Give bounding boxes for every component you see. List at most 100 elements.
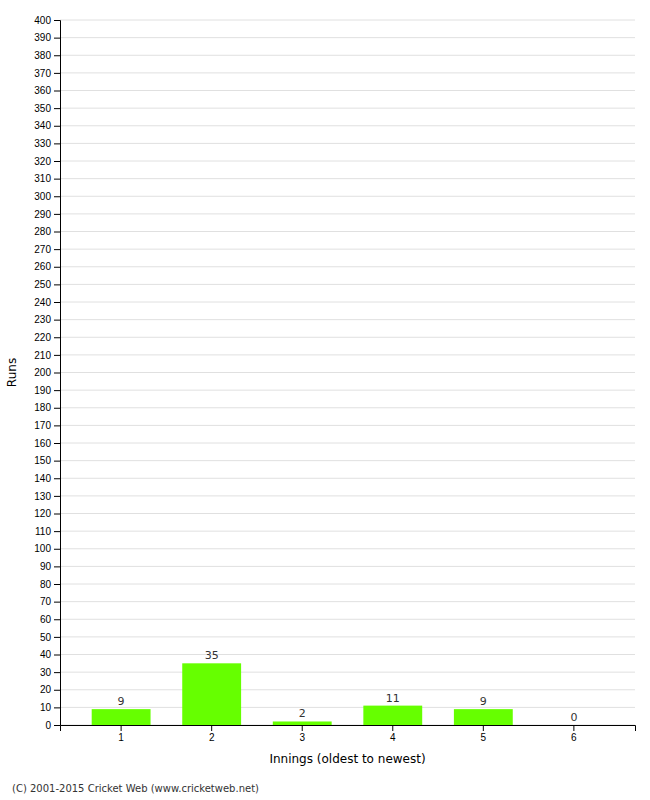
grid-line [60,231,635,232]
y-axis-line [54,21,61,726]
y-tick: 320 [34,156,60,167]
plot-area [92,663,513,725]
y-tick-label: 110 [35,526,51,537]
x-tick: 2 [209,725,215,743]
grid-line [60,495,635,496]
grid-line [60,337,635,338]
y-tick-mark [54,672,60,673]
y-tick-mark [54,584,60,585]
y-tick: 10 [40,702,60,713]
x-tick-mark [121,725,122,731]
y-tick: 50 [40,632,60,643]
y-tick-label: 340 [34,120,51,131]
grid-line [60,372,635,373]
y-tick-label: 390 [34,32,51,43]
y-tick-mark [54,531,60,532]
bar [544,725,603,726]
data-label: 35 [205,649,219,662]
y-tick-label: 360 [34,85,51,96]
y-tick: 30 [40,667,60,678]
y-tick-label: 70 [40,596,52,607]
grid [60,20,635,725]
y-tick: 250 [34,279,60,290]
y-tick-label: 220 [34,332,51,343]
y-tick-label: 240 [34,297,51,308]
y-tick-label: 380 [34,50,51,61]
grid-line [60,689,635,690]
y-tick: 110 [35,526,60,537]
y-tick-label: 140 [34,473,51,484]
y-tick: 290 [34,209,60,220]
y-tick-label: 290 [34,209,51,220]
y-tick-mark [54,566,60,567]
grid-line [60,302,635,303]
x-axis-line [61,726,636,732]
y-tick: 210 [34,350,60,361]
y-tick-mark [54,284,60,285]
grid-line [60,460,635,461]
y-tick: 390 [34,32,60,43]
y-tick-mark [54,320,60,321]
chart: 9352119012345601020304050607080901001101… [0,0,650,800]
y-tick-mark [54,461,60,462]
y-tick-label: 300 [34,191,51,202]
grid-line [60,284,635,285]
y-tick-label: 270 [34,244,51,255]
y-tick: 190 [34,385,60,396]
y-tick-label: 10 [40,702,52,713]
y-tick: 300 [34,191,60,202]
y-tick-mark [54,725,60,726]
grid-line [60,636,635,637]
y-tick-label: 320 [34,156,51,167]
y-tick: 100 [34,543,60,554]
y-tick: 340 [34,120,60,131]
grid-line [60,390,635,391]
y-tick: 370 [34,68,60,79]
x-tick-mark [211,725,212,731]
y-tick-mark [54,602,60,603]
grid-line [60,266,635,267]
grid-line [60,90,635,91]
grid-line [60,20,635,21]
y-tick-mark [54,655,60,656]
y-tick: 220 [34,332,60,343]
data-label: 9 [118,695,125,708]
y-tick-mark [54,196,60,197]
y-tick-mark [54,478,60,479]
grid-line [60,196,635,197]
y-tick: 140 [34,473,60,484]
grid-line [60,249,635,250]
y-tick: 130 [34,491,60,502]
y-tick-label: 150 [34,455,51,466]
y-tick: 260 [34,261,60,272]
y-tick-mark [54,390,60,391]
grid-line [60,161,635,162]
y-tick-label: 90 [40,561,52,572]
y-tick: 240 [34,297,60,308]
grid-line [60,531,635,532]
y-tick-mark [54,126,60,127]
y-tick: 350 [34,103,60,114]
y-tick: 400 [34,15,60,26]
footer: (C) 2001-2015 Cricket Web (www.cricketwe… [12,783,259,794]
y-tick-label: 230 [34,314,51,325]
y-tick-mark [54,143,60,144]
y-tick-mark [54,408,60,409]
y-tick: 70 [40,596,60,607]
y-tick: 200 [34,367,60,378]
y-tick-label: 20 [40,684,52,695]
x-tick-label: 6 [571,732,577,743]
grid-line [60,125,635,126]
x-tick: 6 [571,725,577,743]
y-tick-mark [54,55,60,56]
y-tick-mark [54,91,60,92]
grid-line [60,478,635,479]
bar [182,663,241,725]
y-tick-mark [54,249,60,250]
grid-line [60,72,635,73]
grid-line [60,672,635,673]
y-tick-mark [54,637,60,638]
y-tick-label: 200 [34,367,51,378]
y-tick-mark [54,302,60,303]
y-tick: 0 [45,720,60,731]
